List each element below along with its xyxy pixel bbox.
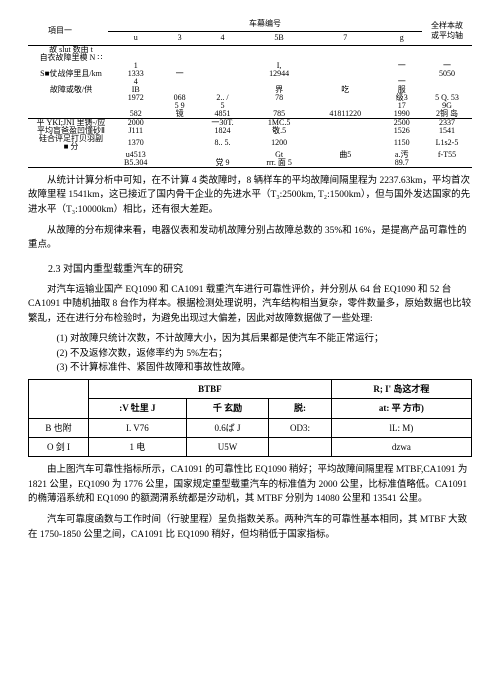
c: 1 电 [89, 437, 187, 456]
t2-h1: BTBF [89, 380, 332, 399]
paragraph-5: 汽车可靠度函数与工作时间（行驶里程）呈负指数关系。两种汽车的可靠性基本相同，其 … [28, 513, 472, 542]
t1-hdr-right: 全样本故 或平均轴 [422, 18, 472, 45]
t1-hdr-rb: 或平均轴 [431, 31, 463, 40]
t1-r2: 自衣故障里模 N ∷ [28, 54, 108, 62]
c: 4851 [196, 110, 249, 119]
t2-h2: R; I' 岛这才程 [331, 380, 471, 399]
paragraph-4: 由上图汽车可靠性指标所示，CA1091 的可靠性比 EQ1090 稍好；平均故障… [28, 463, 472, 507]
t1-hdr-rt: 全样本故 [431, 21, 463, 30]
t2-h1c: 千 玄励 [186, 399, 269, 418]
c: 曲5 [309, 151, 381, 159]
c: 1990 [381, 110, 422, 119]
t1-c1: 3 [163, 31, 195, 45]
c: 41811220 [309, 110, 381, 119]
c: 敬.5 [249, 127, 309, 135]
c: 吃 [309, 86, 381, 94]
c: J111 [108, 127, 163, 135]
t1-r4: 故障或敬/供 [28, 86, 108, 94]
t1-r7: 硅合评足打贝羽副 ■ 分 [28, 135, 108, 151]
t2-h1b: :V 牡里 J [89, 399, 187, 418]
c: 582 [108, 110, 163, 119]
c: 一 [163, 70, 195, 78]
t1-hdr-center: 车幕编号 [108, 18, 422, 31]
t1-c5: g [381, 31, 422, 45]
t1-c2: 4 [196, 31, 249, 45]
t1-c0: u [108, 31, 163, 45]
table-row: B 也附 I. V76 0.6ば J OD3: lL: M) [29, 418, 472, 437]
c: 一 [381, 62, 422, 70]
data-table-2: BTBF R; I' 岛这才程 :V 牡里 J 千 玄励 脱: at: 平 方市… [28, 379, 472, 457]
c: OD3: [269, 418, 332, 437]
table-row: O 剑 I 1 电 U5W dzwa [29, 437, 472, 456]
c: f-T55 [422, 151, 472, 159]
t2-h2b: at: 平 方市) [331, 399, 471, 418]
sub-2: (2) 不及返修次数，返修率约为 5%左右； [28, 348, 472, 361]
c: 2铜 岛 [422, 110, 472, 119]
c: lL: M) [331, 418, 471, 437]
paragraph-3: 对汽车运输业国产 EQ1090 和 CA1091 载重汽车进行可靠性评价，并分别… [28, 283, 472, 327]
c: 5050 [422, 70, 472, 78]
t1-c4: 7 [309, 31, 381, 45]
c: 1200 [249, 135, 309, 151]
t1-r3: S■仗战停里且/km [28, 70, 108, 78]
c: 89.7 [381, 159, 422, 168]
t1-c3: 5B [249, 31, 309, 45]
c: 党 9 [196, 159, 249, 168]
c: 1972 [108, 94, 163, 102]
c: I. V76 [89, 418, 187, 437]
c: 1824 [196, 127, 249, 135]
c: 1541 [422, 127, 472, 135]
c: U5W [186, 437, 269, 456]
c: 785 [249, 110, 309, 119]
section-heading: 2.3 对国内重型载重汽车的研究 [28, 263, 472, 277]
sub-3: (3) 不计算标准件、紧固件故障和事故性故障。 [28, 362, 472, 375]
c: L1s2-5 [422, 135, 472, 151]
c: 1150 [381, 135, 422, 151]
c: B5.304 [108, 159, 163, 168]
t2-h1d: 脱: [269, 399, 332, 418]
paragraph-1: 从统计计算分析中可知，在不计算 4 类故障时，8 辆样车的平均故障间隔里程为 2… [28, 174, 472, 218]
c [269, 437, 332, 456]
c: B 也附 [29, 418, 89, 437]
c [422, 159, 472, 168]
paragraph-2: 从故障的分布规律来看，电器仪表和发动机故障分别占故障总数的 35%和 16%，是… [28, 224, 472, 253]
c: rrr. 面 5 [249, 159, 309, 168]
c: 1370 [108, 135, 163, 151]
c: 8.. 5. [196, 135, 249, 151]
c: O 剑 I [29, 437, 89, 456]
c: 0.6ば J [186, 418, 269, 437]
c: 1526 [381, 127, 422, 135]
c: dzwa [331, 437, 471, 456]
t1-hdr-left: 項目一 [28, 18, 108, 45]
sub-1: (1) 对故障只统计次数，不计故障大小，因为其后果都是使汽车不能正常运行； [28, 333, 472, 346]
c: 12944 [249, 70, 309, 78]
c: 78 [249, 94, 309, 102]
c: 镜 [163, 110, 195, 119]
data-table-1: 項目一 车幕编号 全样本故 或平均轴 u 3 4 5B 7 g 故 slut 数… [28, 18, 472, 168]
